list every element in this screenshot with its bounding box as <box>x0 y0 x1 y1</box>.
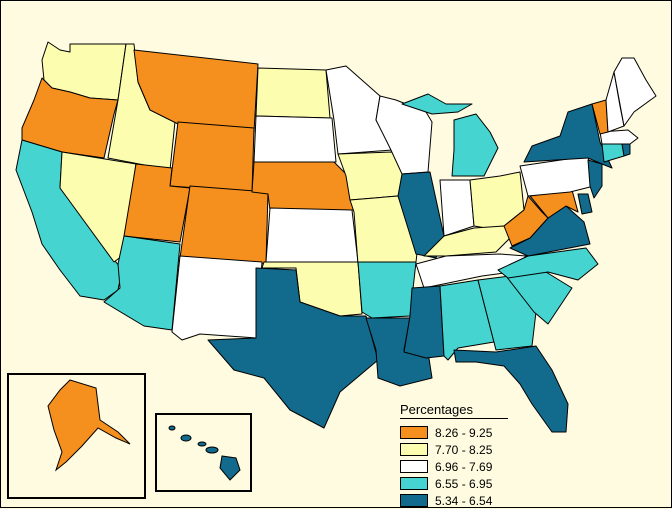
state-AK[interactable] <box>47 379 131 472</box>
alaska-inset-box <box>7 373 146 499</box>
state-IN[interactable] <box>439 179 475 237</box>
legend-label: 6.55 - 6.95 <box>435 476 493 491</box>
state-MI[interactable] <box>451 113 499 177</box>
state-DE[interactable] <box>577 193 593 215</box>
state-WY[interactable] <box>169 121 255 193</box>
state-NM[interactable] <box>171 255 263 341</box>
legend-swatch <box>400 460 428 473</box>
legend-label: 7.70 - 8.25 <box>435 442 493 457</box>
state-TX[interactable] <box>207 267 379 429</box>
legend-title: Percentages <box>400 402 508 419</box>
legend-item: 7.70 - 8.25 <box>400 441 512 458</box>
legend: Percentages 8.26 - 9.25 7.70 - 8.25 6.96… <box>400 402 512 509</box>
legend-item: 5.34 - 6.54 <box>400 492 512 509</box>
hawaii-inset-box <box>155 413 252 492</box>
legend-swatch <box>400 494 428 507</box>
legend-item: 6.96 - 7.69 <box>400 458 512 475</box>
state-SD[interactable] <box>253 115 337 163</box>
state-KS[interactable] <box>265 207 359 263</box>
legend-swatch <box>400 477 428 490</box>
state-CT[interactable] <box>601 141 625 163</box>
legend-swatch <box>400 426 428 439</box>
state-NY[interactable] <box>523 103 613 169</box>
state-IL[interactable] <box>397 171 445 259</box>
state-RI[interactable] <box>621 143 631 157</box>
state-NC[interactable] <box>497 247 599 281</box>
state-ME[interactable] <box>613 57 657 127</box>
state-HI[interactable] <box>168 425 241 481</box>
state-AR[interactable] <box>357 261 417 319</box>
state-AZ[interactable] <box>103 235 181 331</box>
legend-label: 6.96 - 7.69 <box>435 459 493 474</box>
state-ND[interactable] <box>255 67 331 119</box>
state-CO[interactable] <box>179 185 269 265</box>
state-OR[interactable] <box>21 77 119 159</box>
legend-item: 6.55 - 6.95 <box>400 475 512 492</box>
legend-label: 5.34 - 6.54 <box>435 493 493 508</box>
state-MA[interactable] <box>599 129 639 145</box>
state-FL[interactable] <box>453 345 569 433</box>
state-NV[interactable] <box>59 151 137 263</box>
legend-label: 8.26 - 9.25 <box>435 425 493 440</box>
state-NJ[interactable] <box>587 159 603 199</box>
legend-item: 8.26 - 9.25 <box>400 424 512 441</box>
legend-swatch <box>400 443 428 456</box>
state-MI-upper[interactable] <box>401 93 473 115</box>
